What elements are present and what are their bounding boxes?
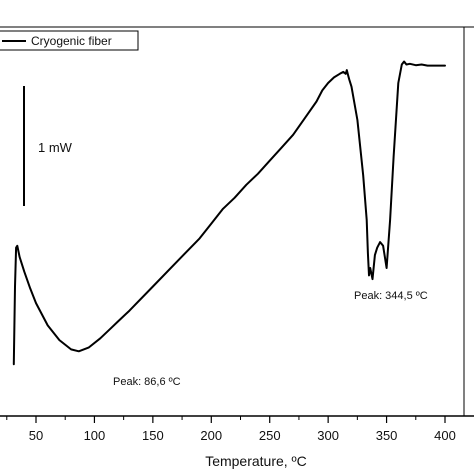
x-tick-label: 250 (259, 428, 281, 443)
legend: Cryogenic fiber (0, 30, 139, 51)
annotation-peak-1: Peak: 86,6 ºC (113, 376, 181, 388)
x-tick-label: 350 (376, 428, 398, 443)
x-ticks (6, 416, 446, 423)
legend-box (0, 30, 139, 51)
series-line-cryogenic-fiber (12, 60, 446, 366)
legend-entry: Cryogenic fiber (31, 34, 112, 48)
x-tick-label: 400 (434, 428, 456, 443)
x-tick-label: 50 (29, 428, 43, 443)
annotation-peak-2: Peak: 344,5 ºC (354, 290, 428, 302)
x-tick-label: 100 (84, 428, 106, 443)
scale-bar-label: 1 mW (38, 140, 73, 155)
x-tick-label: 300 (317, 428, 339, 443)
x-tick-label: 200 (200, 428, 222, 443)
x-tick-labels: 50 100 150 200 250 300 350 400 (29, 428, 456, 443)
x-tick-label: 150 (142, 428, 164, 443)
x-axis-title: Temperature, ºC (205, 453, 307, 469)
scale-bar: 1 mW (23, 86, 73, 206)
